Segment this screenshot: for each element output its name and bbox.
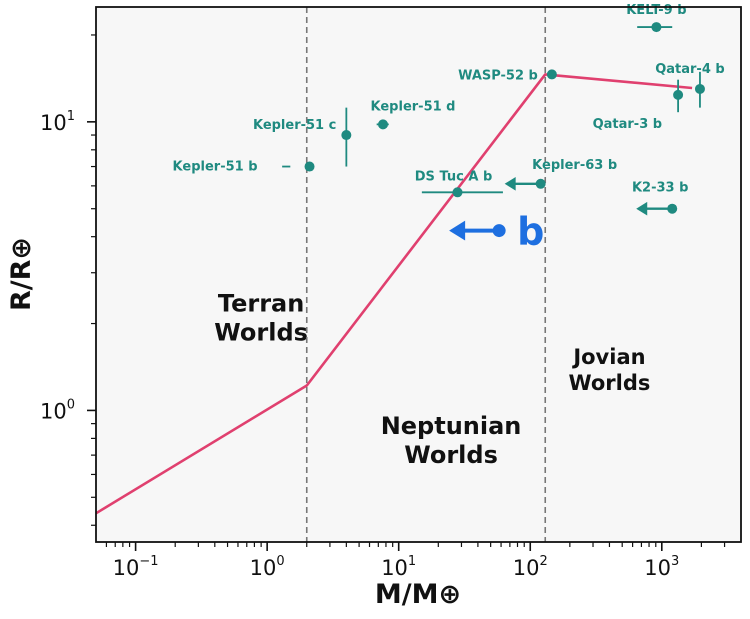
k2-33-b-arrow-head bbox=[636, 201, 648, 216]
x-tick-label: 101 bbox=[381, 554, 416, 580]
y-tick-label: 101 bbox=[40, 109, 75, 135]
y-axis-label: R/R⊕ bbox=[6, 237, 37, 311]
qatar-3-b-label: Qatar-3 b bbox=[593, 117, 663, 132]
wasp-52-b-label: WASP-52 b bbox=[458, 68, 538, 83]
highlight-point bbox=[492, 224, 506, 238]
k2-33-b-label: K2-33 b bbox=[632, 181, 688, 196]
plot-area bbox=[96, 7, 741, 542]
kepler-51-d-label: Kepler-51 d bbox=[371, 99, 456, 114]
y-tick-label: 100 bbox=[40, 397, 75, 423]
kepler-51-c-point bbox=[341, 130, 352, 141]
region-label-terran: Terran bbox=[218, 290, 304, 318]
x-tick-label: 100 bbox=[250, 554, 285, 580]
kepler-51-c-label: Kepler-51 c bbox=[253, 118, 336, 133]
highlight-label: b bbox=[517, 210, 544, 254]
qatar-4-b-point bbox=[694, 83, 705, 94]
kepler-63-b-arrow-head bbox=[504, 176, 516, 191]
qatar-4-b-label: Qatar-4 b bbox=[655, 62, 725, 77]
x-tick-label: 103 bbox=[644, 554, 679, 580]
kepler-63-b-label: Kepler-63 b bbox=[532, 158, 617, 173]
kepler-51-b-label: Kepler-51 b bbox=[173, 160, 258, 175]
kepler-63-b-point bbox=[535, 178, 546, 189]
highlight-arrow-head bbox=[449, 220, 466, 241]
ds-tuc-a-b-point bbox=[452, 187, 463, 198]
mass-radius-relation-line bbox=[95, 73, 693, 515]
x-tick-label: 10−1 bbox=[113, 554, 159, 580]
k2-33-b-point bbox=[667, 203, 678, 214]
qatar-3-b-point bbox=[673, 89, 684, 100]
x-tick-label: 102 bbox=[513, 554, 548, 580]
kelt-9-b-label: KELT-9 b bbox=[626, 3, 686, 18]
region-label-jovian: Jovian bbox=[571, 345, 645, 369]
kepler-51-b-point bbox=[304, 161, 315, 172]
region-label-neptunian: Neptunian bbox=[381, 412, 522, 440]
plot-frame bbox=[95, 6, 742, 543]
region-label-worlds: Worlds bbox=[214, 319, 308, 347]
ds-tuc-a-b-label: DS Tuc A b bbox=[415, 169, 493, 184]
wasp-52-b-point bbox=[546, 69, 557, 80]
kelt-9-b-point bbox=[651, 22, 662, 33]
region-label-worlds: Worlds bbox=[568, 371, 650, 395]
x-axis-label: M/M⊕ bbox=[375, 579, 461, 610]
region-label-worlds: Worlds bbox=[404, 441, 498, 469]
kepler-51-d-point bbox=[378, 119, 389, 130]
